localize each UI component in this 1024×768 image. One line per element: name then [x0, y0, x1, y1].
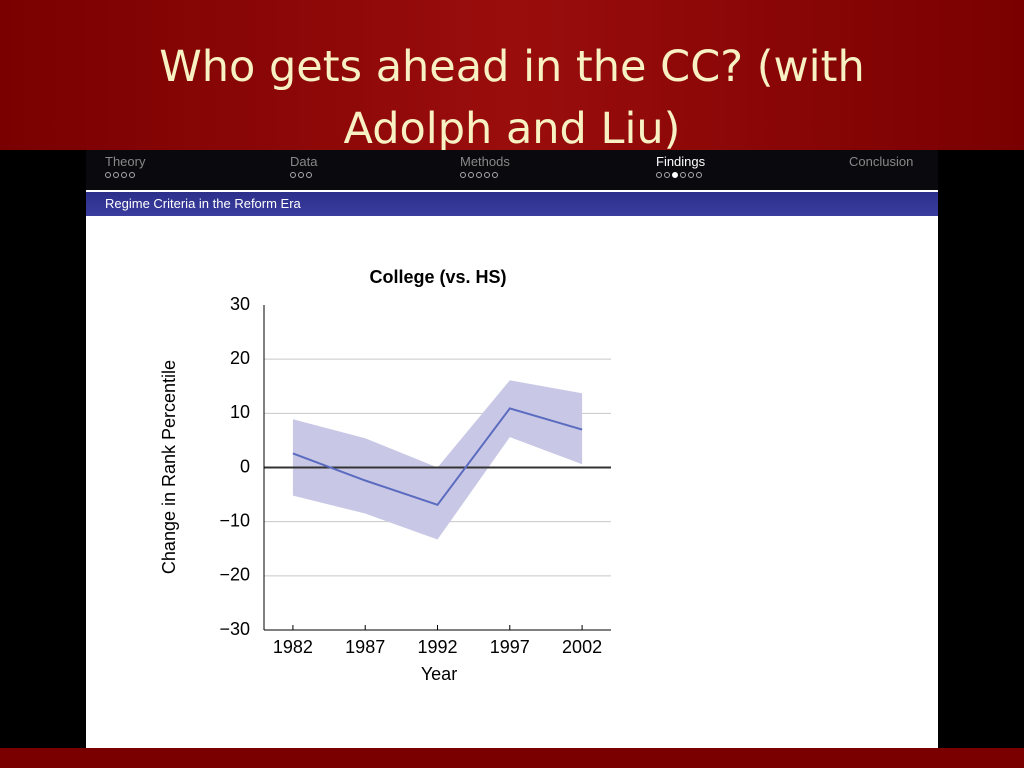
- x-tick-label: 1992: [417, 637, 457, 657]
- y-tick-label: −20: [219, 565, 250, 585]
- nav-dot: [696, 172, 702, 178]
- nav-dot: [290, 172, 296, 178]
- nav-dot: [476, 172, 482, 178]
- nav-dot: [664, 172, 670, 178]
- nav-dot: [672, 172, 678, 178]
- x-tick-label: 2002: [562, 637, 602, 657]
- y-axis-label: Change in Rank Percentile: [159, 360, 179, 574]
- y-tick-label: 30: [230, 294, 250, 314]
- nav-dot: [688, 172, 694, 178]
- y-tick-label: 0: [240, 456, 250, 476]
- nav-dot: [129, 172, 135, 178]
- nav-dots: [656, 172, 705, 178]
- nav-dot: [680, 172, 686, 178]
- nav-section[interactable]: Data: [290, 154, 317, 178]
- y-tick-label: 20: [230, 348, 250, 368]
- nav-label: Conclusion: [849, 154, 914, 169]
- chart-title: College (vs. HS): [369, 267, 506, 287]
- nav-dot: [468, 172, 474, 178]
- nav-dot: [460, 172, 466, 178]
- nav-dot: [121, 172, 127, 178]
- nav-section[interactable]: Conclusion: [849, 154, 913, 172]
- nav-dot: [656, 172, 662, 178]
- nav-label: Methods: [460, 154, 510, 169]
- nav-dot: [298, 172, 304, 178]
- nav-dots: [105, 172, 145, 178]
- nav-dot: [484, 172, 490, 178]
- nav-dot: [306, 172, 312, 178]
- chart: College (vs. HS) Year Change in Rank Per…: [159, 267, 611, 684]
- nav-section[interactable]: Theory: [105, 154, 145, 178]
- nav-label: Data: [290, 154, 318, 169]
- nav-dot: [113, 172, 119, 178]
- nav-bar: Theory Data Methods Findings Conclusion: [86, 150, 938, 190]
- nav-dot: [492, 172, 498, 178]
- nav-dots: [460, 172, 510, 178]
- beamer-frame: Theory Data Methods Findings Conclusion Regi…: [86, 150, 938, 748]
- y-tick-label: −30: [219, 619, 250, 639]
- nav-dot: [105, 172, 111, 178]
- y-tick-label: 10: [230, 402, 250, 422]
- x-tick-label: 1982: [273, 637, 313, 657]
- nav-section[interactable]: Methods: [460, 154, 510, 178]
- x-tick-label: 1987: [345, 637, 385, 657]
- footer-band: [0, 748, 1024, 768]
- title-band: Who gets ahead in the CC? (with Adolph a…: [0, 0, 1024, 154]
- nav-label: Findings: [656, 154, 706, 169]
- confidence-band: [292, 380, 583, 540]
- nav-section[interactable]: Findings: [656, 154, 705, 178]
- slide-title: Who gets ahead in the CC? (with Adolph a…: [159, 42, 865, 154]
- series-line: [292, 407, 583, 507]
- frame-title: Regime Criteria in the Reform Era: [86, 192, 938, 216]
- y-tick-label: −10: [219, 510, 250, 530]
- nav-label: Theory: [105, 154, 146, 169]
- x-axis-label: Year: [421, 664, 457, 684]
- nav-dots: [290, 172, 317, 178]
- x-tick-label: 1997: [490, 637, 530, 657]
